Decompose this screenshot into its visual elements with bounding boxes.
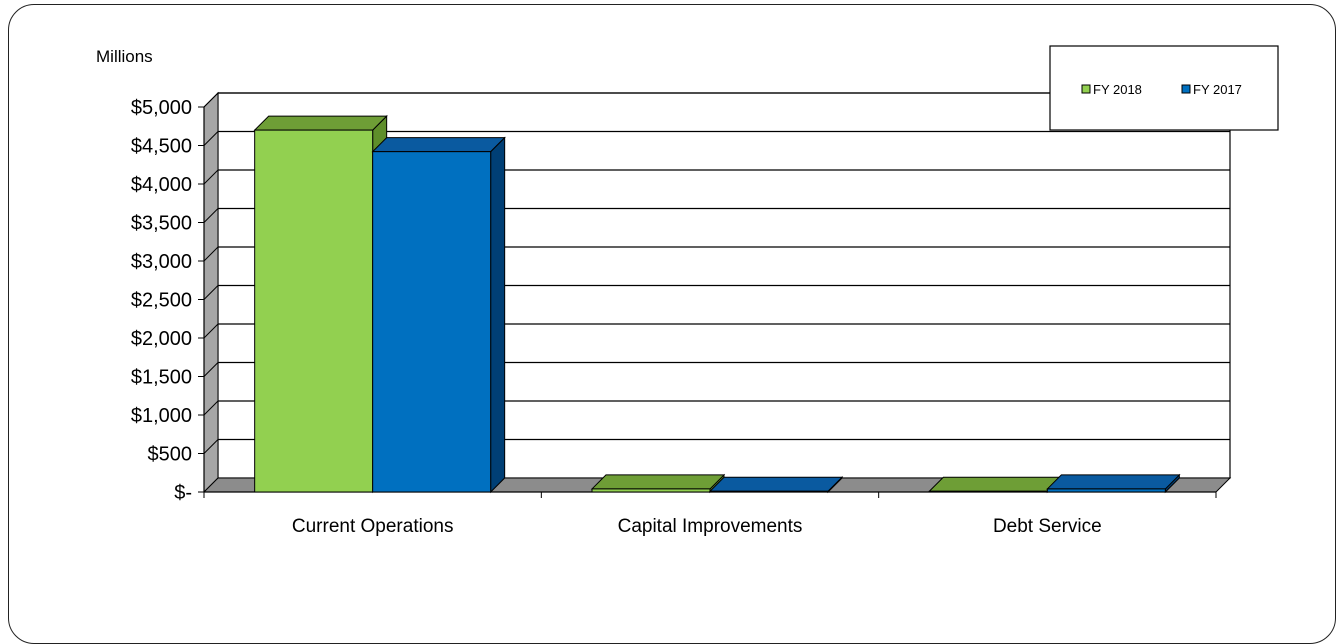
bar-fy-2018 — [253, 114, 388, 494]
y-axis-ticks: $- $500 $1,000 $1,500 $2,000 $2,500 $3,000 $3,5… — [131, 97, 1217, 504]
x-category-label: Current Operations — [292, 516, 454, 537]
bar-front — [254, 129, 374, 493]
bar-front — [928, 490, 1048, 493]
y-tick-label: $3,000 — [131, 251, 192, 273]
y-tick-label: $2,000 — [131, 328, 192, 350]
legend: FY 2018 FY 2017 — [1049, 45, 1279, 131]
bar-side — [490, 136, 506, 494]
bar-fy-2017 — [371, 136, 506, 494]
bar-front — [1046, 488, 1166, 493]
y-tick-label: $5,000 — [131, 97, 192, 119]
y-tick-label: $4,000 — [131, 174, 192, 196]
gridline-side — [203, 323, 219, 339]
bar-top — [1046, 474, 1181, 490]
gridline-side — [203, 439, 219, 454]
gridline-side — [203, 169, 219, 185]
gridline-side — [203, 285, 219, 300]
bar-fy-2018 — [928, 476, 1063, 494]
y-tick-label: $2,500 — [131, 290, 192, 312]
bar-top — [928, 476, 1063, 492]
bar-front — [591, 488, 711, 493]
bar-fy-2018 — [590, 473, 726, 494]
y-axis-unit-label: Millions — [96, 47, 153, 66]
bar-fy-2017 — [1046, 473, 1181, 494]
bar-top — [708, 476, 844, 492]
bar-front — [372, 151, 492, 493]
legend-swatch — [1181, 84, 1191, 94]
legend-label: FY 2017 — [1193, 82, 1242, 97]
y-tick-label: $1,500 — [131, 367, 192, 389]
y-tick-label: $500 — [148, 444, 193, 466]
legend-item: FY 2018 — [1081, 82, 1142, 97]
bar-top — [253, 115, 388, 131]
gridline-side — [203, 400, 219, 416]
x-category-label: Debt Service — [993, 516, 1102, 537]
bar-top — [590, 474, 726, 490]
bar-fy-2017 — [708, 476, 844, 494]
x-category-label: Capital Improvements — [618, 516, 803, 537]
bar-top — [371, 137, 506, 153]
legend-item: FY 2017 — [1181, 82, 1242, 97]
axis-labels: Current Operations Capital Improvements De… — [292, 516, 1102, 537]
y-tick-label: $1,000 — [131, 405, 192, 427]
gridline-side — [203, 92, 219, 108]
gridline-side — [203, 362, 219, 377]
y-tick-label: $- — [174, 482, 192, 504]
y-tick-label: $4,500 — [131, 136, 192, 158]
bar-chart: $- $500 $1,000 $1,500 $2,000 $2,500 $3,000 $3,5… — [96, 45, 1279, 537]
legend-label: FY 2018 — [1093, 82, 1142, 97]
bar-front — [709, 490, 829, 493]
gridline-side — [203, 131, 219, 146]
bars — [253, 114, 1181, 494]
gridline-side — [203, 208, 219, 223]
y-tick-label: $3,500 — [131, 213, 192, 235]
legend-swatch — [1081, 84, 1091, 94]
gridline-side — [203, 246, 219, 262]
